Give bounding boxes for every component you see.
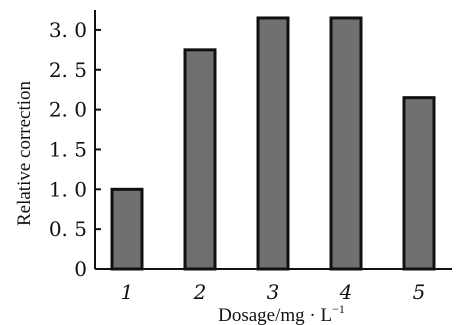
y-tick-label: 1. 0 bbox=[49, 177, 87, 201]
y-tick-label: 2. 5 bbox=[49, 58, 87, 82]
x-axis-ticks: 1 2 3 4 5 bbox=[121, 280, 426, 304]
y-tick-label: 0 bbox=[74, 257, 87, 281]
bar-4 bbox=[329, 16, 363, 271]
bar-1 bbox=[110, 187, 144, 271]
y-tick-label: 1. 5 bbox=[49, 137, 87, 161]
bar-2 bbox=[183, 48, 217, 271]
x-tick-label: 4 bbox=[339, 280, 353, 304]
x-axis-title-text: Dosage/mg · L bbox=[218, 305, 332, 325]
y-axis-title: Relative correction bbox=[14, 80, 35, 226]
x-tick-label: 3 bbox=[267, 280, 280, 304]
y-tick-label: 2. 0 bbox=[49, 98, 87, 122]
bar-5 bbox=[402, 96, 436, 271]
x-axis-title-superscript: −1 bbox=[332, 302, 345, 316]
x-tick-label: 1 bbox=[121, 280, 134, 304]
bars bbox=[110, 16, 436, 271]
x-tick-label: 5 bbox=[413, 280, 426, 304]
y-tick-label: 0. 5 bbox=[49, 217, 87, 241]
bar-3 bbox=[256, 16, 290, 271]
y-axis-ticks: 0 0. 5 1. 0 1. 5 2. 0 2. 5 3. 0 bbox=[49, 18, 101, 281]
x-tick-label: 2 bbox=[193, 280, 207, 304]
y-tick-label: 3. 0 bbox=[49, 18, 87, 42]
x-axis-title: Dosage/mg · L−1 bbox=[218, 302, 345, 325]
